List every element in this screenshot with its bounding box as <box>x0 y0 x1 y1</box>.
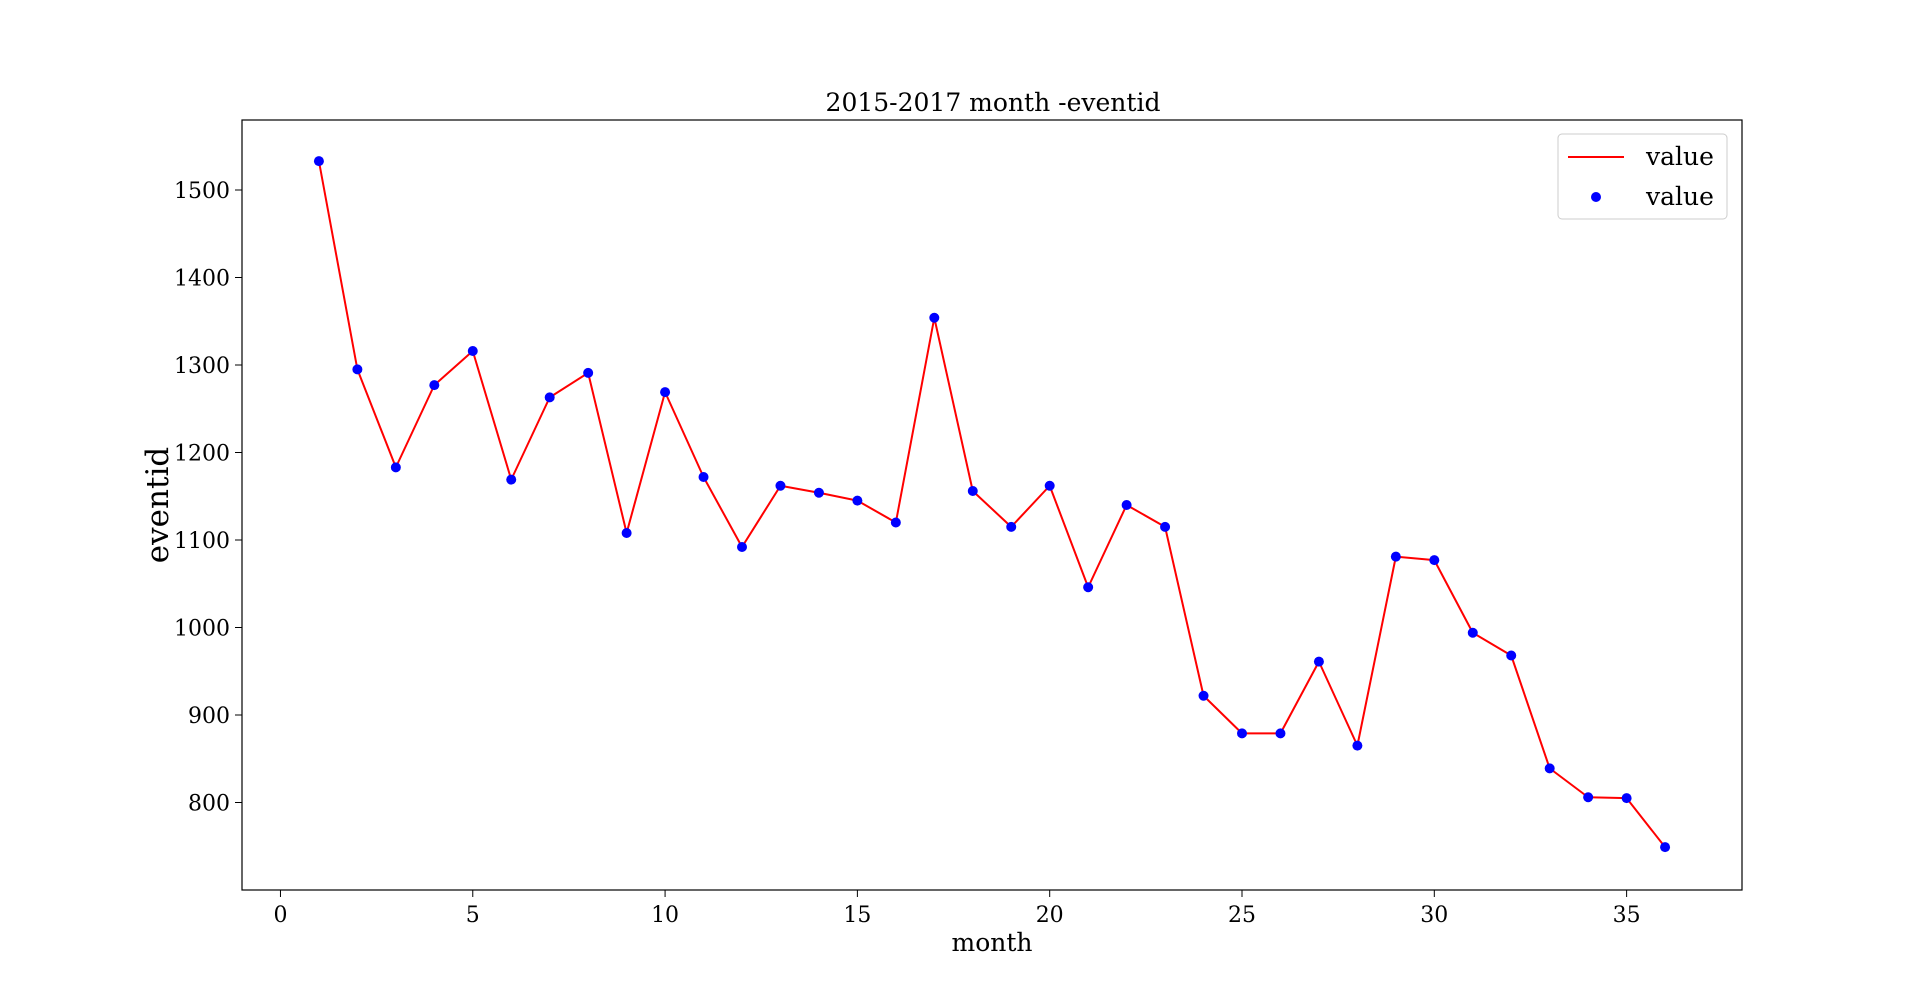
data-point <box>1467 627 1478 638</box>
data-point <box>429 380 440 391</box>
series-layer <box>313 156 1671 853</box>
data-point <box>660 387 671 398</box>
x-tick-label: 20 <box>1036 903 1064 928</box>
data-point <box>583 367 594 378</box>
data-point <box>390 462 401 473</box>
data-point <box>1198 690 1209 701</box>
data-point <box>1121 500 1132 510</box>
y-axis-ticks: 800 900 1000 1100 1200 1300 1400 1500 <box>174 179 242 817</box>
data-point <box>737 542 747 552</box>
data-point <box>467 346 478 356</box>
data-point <box>1390 551 1401 562</box>
x-tick-label: 0 <box>273 903 287 928</box>
data-point <box>1583 792 1594 803</box>
data-point <box>1275 728 1286 739</box>
data-point <box>1621 793 1632 804</box>
y-tick-label: 1400 <box>174 267 230 292</box>
data-point <box>1044 480 1055 491</box>
legend: value value <box>1557 133 1728 220</box>
plot-frame <box>241 119 1743 891</box>
legend-line-label: value <box>1645 142 1714 171</box>
data-point <box>929 312 940 323</box>
data-point <box>506 474 517 485</box>
x-tick-label: 10 <box>651 903 679 928</box>
data-point <box>1237 728 1247 739</box>
data-point <box>1506 650 1517 661</box>
x-tick-label: 15 <box>843 903 871 928</box>
data-point <box>852 495 863 506</box>
data-point <box>698 472 709 482</box>
data-point <box>544 392 555 403</box>
x-axis-label: month <box>951 928 1032 957</box>
x-tick-label: 25 <box>1228 903 1256 928</box>
legend-marker-label: value <box>1645 182 1714 211</box>
data-point <box>1352 740 1363 751</box>
series-line <box>317 160 1666 848</box>
x-axis-ticks: 0 5 10 15 20 25 30 35 <box>273 890 1641 928</box>
y-tick-label: 1000 <box>174 617 230 642</box>
x-tick-label: 35 <box>1613 903 1641 928</box>
data-point <box>352 364 363 375</box>
y-tick-label: 1100 <box>174 529 230 554</box>
legend-marker-swatch <box>1591 192 1601 202</box>
y-tick-label: 1500 <box>174 179 230 204</box>
data-point <box>1160 521 1171 532</box>
data-point <box>621 528 632 538</box>
x-tick-label: 30 <box>1420 903 1448 928</box>
x-tick-label: 5 <box>466 903 480 928</box>
data-point <box>1429 555 1440 566</box>
data-point <box>1006 521 1017 532</box>
y-axis-label: eventid <box>140 447 176 563</box>
y-tick-label: 1200 <box>174 442 230 467</box>
y-tick-label: 1300 <box>174 354 230 379</box>
chart-title: 2015-2017 month -eventid <box>826 88 1161 117</box>
data-point <box>313 156 324 167</box>
data-point <box>890 517 901 528</box>
data-point <box>775 480 786 491</box>
y-tick-label: 800 <box>188 792 230 817</box>
data-point <box>967 486 978 496</box>
data-point <box>1660 842 1671 853</box>
y-tick-label: 900 <box>188 704 230 729</box>
data-point <box>1313 656 1324 667</box>
data-point <box>1083 582 1094 593</box>
data-point <box>813 487 824 498</box>
data-point <box>1544 763 1555 774</box>
